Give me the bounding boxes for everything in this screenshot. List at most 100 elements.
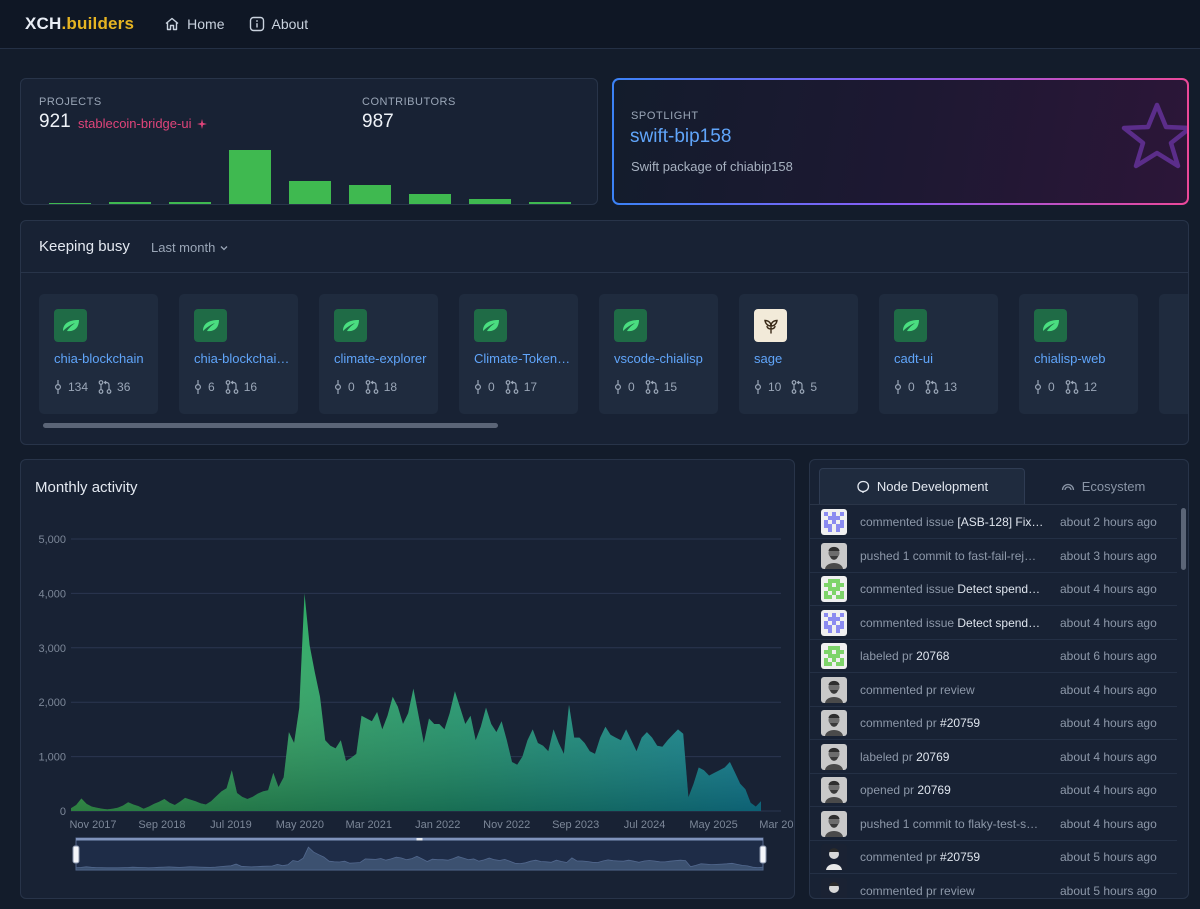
logo[interactable]: XCH.builders bbox=[25, 14, 134, 34]
vertical-scrollbar[interactable] bbox=[1181, 508, 1186, 570]
feed-item[interactable]: commented pr review about 5 hours ago bbox=[810, 874, 1177, 898]
feed-target[interactable]: flaky-test-s… bbox=[968, 816, 1039, 831]
repo-avatar bbox=[474, 309, 507, 342]
nav-about-link[interactable]: About bbox=[249, 16, 308, 32]
projects-bar bbox=[409, 193, 451, 204]
avatar[interactable] bbox=[821, 777, 847, 803]
commit-icon bbox=[194, 380, 202, 394]
feed-timestamp: about 4 hours ago bbox=[1060, 716, 1157, 730]
feed-target[interactable]: 20769 bbox=[917, 783, 951, 797]
pr-count: 15 bbox=[663, 380, 678, 394]
feed-target[interactable]: fast-fail-rej… bbox=[968, 548, 1037, 563]
repo-card[interactable]: climate-explorer 0 18 bbox=[319, 294, 438, 414]
repo-avatar bbox=[614, 309, 647, 342]
feed-target[interactable]: 20769 bbox=[916, 749, 950, 764]
x-tick-label: Mar 2026 bbox=[759, 819, 795, 831]
pull-request-icon bbox=[365, 380, 379, 394]
period-filter-label: Last month bbox=[151, 240, 216, 255]
feed-target[interactable]: #20759 bbox=[940, 850, 981, 864]
repo-card[interactable]: Climate-Tokenization 0 17 bbox=[459, 294, 578, 414]
repo-avatar bbox=[894, 309, 927, 342]
pull-request-icon bbox=[1065, 380, 1079, 394]
info-icon bbox=[249, 16, 264, 32]
leaf-icon bbox=[342, 319, 359, 331]
repo-name[interactable]: Climate-Tokenization bbox=[474, 351, 572, 366]
feed-item[interactable]: commented issue [ASB-128] Fix… about 2 ho… bbox=[810, 505, 1177, 539]
feed-timestamp: about 4 hours ago bbox=[1060, 582, 1157, 596]
feed-target[interactable]: #20759 bbox=[940, 716, 981, 730]
repo-name[interactable]: sage bbox=[754, 351, 783, 366]
pull-request-icon bbox=[505, 380, 519, 394]
feed-action: opened pr bbox=[860, 783, 915, 797]
feed-item-text: commented issue [ASB-128] Fix… bbox=[860, 515, 1048, 529]
repo-card[interactable]: chia-blockchain-gui 6 16 bbox=[179, 294, 298, 414]
repo-card[interactable]: sage 10 5 bbox=[739, 294, 858, 414]
repo-name[interactable]: chia-blockchain bbox=[54, 351, 144, 366]
avatar[interactable] bbox=[821, 810, 847, 837]
avatar[interactable] bbox=[821, 509, 847, 535]
repo-stats: 0 13 bbox=[894, 380, 957, 394]
repo-card-partial[interactable] bbox=[1159, 294, 1188, 414]
spotlight-card[interactable]: SPOTLIGHT swift-bip158 Swift package of … bbox=[612, 78, 1189, 205]
feed-tabs: Node Development Ecosystem bbox=[819, 468, 1181, 504]
commit-count: 0 bbox=[908, 380, 915, 394]
repo-card[interactable]: cadt-ui 0 13 bbox=[879, 294, 998, 414]
feed-timestamp: about 5 hours ago bbox=[1060, 850, 1157, 864]
avatar[interactable] bbox=[821, 609, 847, 636]
zoom-handle-right[interactable] bbox=[759, 845, 767, 864]
feed-timestamp: about 4 hours ago bbox=[1060, 783, 1157, 797]
feed-item[interactable]: pushed 1 commit to flaky-test-s… about 4 … bbox=[810, 807, 1177, 841]
feed-target[interactable]: [ASB-128] Fix… bbox=[957, 515, 1044, 529]
repo-card[interactable]: chia-blockchain 134 36 bbox=[39, 294, 158, 414]
feed-item[interactable]: labeled pr 20768 about 6 hours ago bbox=[810, 639, 1177, 673]
feed-item[interactable]: commented issue Detect spend… about 4 hou… bbox=[810, 606, 1177, 640]
avatar[interactable] bbox=[821, 877, 847, 898]
repo-card[interactable]: vscode-chialisp 0 15 bbox=[599, 294, 718, 414]
x-tick-label: May 2020 bbox=[276, 819, 324, 831]
repo-name[interactable]: vscode-chialisp bbox=[614, 351, 703, 366]
tab-node-development[interactable]: Node Development bbox=[819, 468, 1025, 504]
feed-target[interactable]: 20768 bbox=[916, 649, 950, 663]
feed-action: commented pr bbox=[860, 850, 937, 864]
avatar[interactable] bbox=[821, 710, 847, 736]
period-filter-dropdown[interactable]: Last month bbox=[151, 240, 229, 255]
zoom-handle-left[interactable] bbox=[72, 845, 80, 864]
feed-item[interactable]: commented pr #20759 about 4 hours ago bbox=[810, 706, 1177, 740]
pr-count: 5 bbox=[810, 380, 818, 394]
feed-item[interactable]: commented issue Detect spend… about 4 hou… bbox=[810, 572, 1177, 606]
repo-name[interactable]: chialisp-web bbox=[1034, 351, 1106, 366]
pull-request-icon bbox=[98, 380, 112, 394]
spotlight-title[interactable]: swift-bip158 bbox=[630, 126, 732, 147]
feed-item[interactable]: commented pr review about 4 hours ago bbox=[810, 673, 1177, 707]
avatar[interactable] bbox=[821, 743, 847, 770]
feed-item[interactable]: commented pr #20759 about 5 hours ago bbox=[810, 840, 1177, 874]
divider bbox=[21, 272, 1188, 273]
pr-count: 17 bbox=[523, 380, 538, 394]
latest-project-link[interactable]: stablecoin-bridge-ui bbox=[78, 116, 208, 131]
zoom-drag-grip[interactable] bbox=[416, 838, 423, 841]
avatar[interactable] bbox=[821, 576, 847, 602]
nav-home-link[interactable]: Home bbox=[164, 16, 225, 32]
repo-name[interactable]: cadt-ui bbox=[894, 351, 934, 366]
avatar[interactable] bbox=[821, 676, 847, 703]
avatar[interactable] bbox=[821, 844, 847, 870]
projects-bar bbox=[49, 202, 91, 204]
repo-name[interactable]: chia-blockchain-gui bbox=[194, 351, 292, 366]
feed-item[interactable]: opened pr 20769 about 4 hours ago bbox=[810, 773, 1177, 807]
tab-ecosystem[interactable]: Ecosystem bbox=[1025, 468, 1181, 504]
feed-item[interactable]: pushed 1 commit to fast-fail-rej… about 3… bbox=[810, 539, 1177, 573]
feed-target[interactable]: Detect spend… bbox=[957, 582, 1041, 596]
tab-node-development-label: Node Development bbox=[876, 479, 989, 494]
commit-count: 134 bbox=[68, 380, 89, 394]
feed-target[interactable]: Detect spend… bbox=[957, 615, 1041, 630]
avatar[interactable] bbox=[821, 542, 847, 569]
horizontal-scrollbar[interactable] bbox=[43, 423, 498, 428]
feed-action: commented issue bbox=[860, 515, 955, 529]
repo-card[interactable]: chialisp-web 0 12 bbox=[1019, 294, 1138, 414]
avatar[interactable] bbox=[821, 643, 847, 669]
commit-count: 0 bbox=[1048, 380, 1055, 394]
monthly-activity-chart[interactable]: 0 1,000 2,000 3,000 4,000 5,000 Nov 2017 Sep 20… bbox=[21, 460, 795, 899]
feed-item[interactable]: labeled pr 20769 about 4 hours ago bbox=[810, 740, 1177, 774]
repo-name[interactable]: climate-explorer bbox=[334, 351, 427, 366]
projects-label: PROJECTS bbox=[39, 96, 102, 108]
